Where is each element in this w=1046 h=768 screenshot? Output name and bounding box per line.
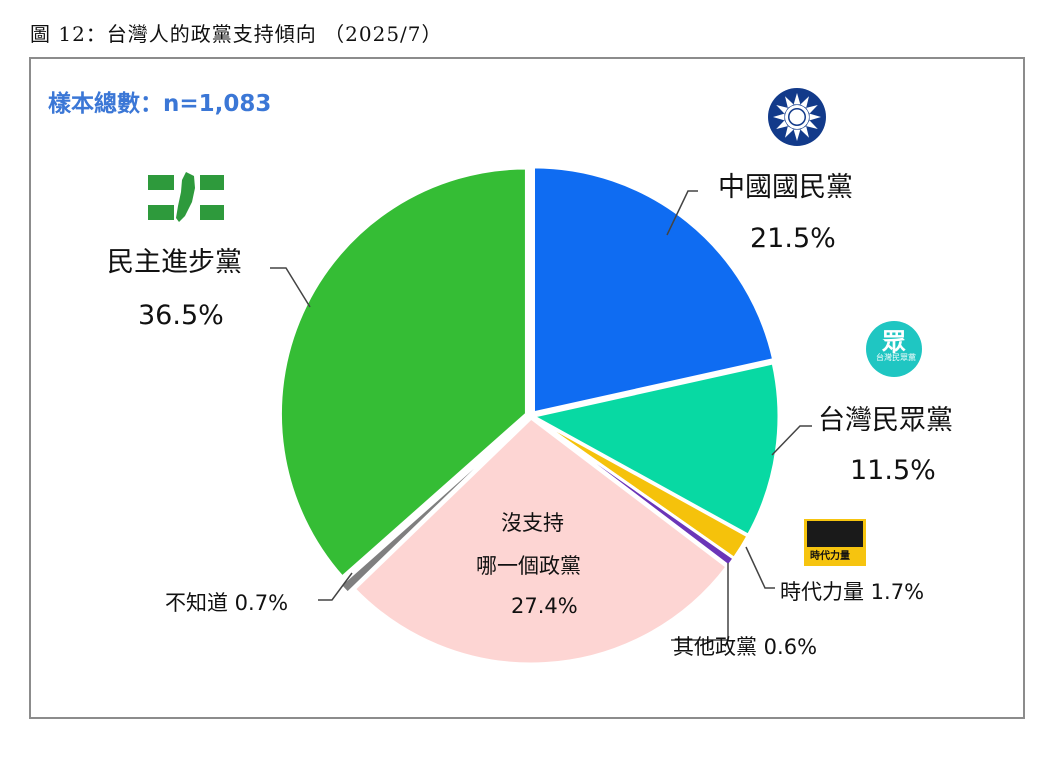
label-none-pct: 27.4% [511, 594, 578, 618]
leader-other [671, 563, 729, 641]
kmt-sun-ray [773, 113, 785, 121]
label-tpp-pct: 11.5% [850, 455, 936, 486]
leader-npp [745, 546, 775, 589]
pie-slices [278, 165, 781, 666]
kmt-sun-ray [806, 120, 818, 129]
kmt-sun-ray [809, 113, 821, 121]
leader-kmt [666, 190, 698, 236]
leader-tpp [771, 425, 812, 456]
leader-unknown [318, 572, 353, 601]
npp-logo-text: 時代力量 [810, 551, 850, 562]
label-none-line1: 沒支持 [501, 511, 564, 535]
label-unknown: 不知道 0.7% [165, 591, 289, 615]
leader-lines [270, 190, 812, 641]
pie-slice [278, 166, 528, 580]
pie-slice [352, 416, 730, 666]
kmt-sun-ray [776, 105, 788, 114]
label-other: 其他政黨 0.6% [673, 635, 818, 659]
label-dpp-name: 民主進步黨 [107, 247, 242, 278]
pie-slice [338, 420, 526, 596]
kmt-sun-emblem [768, 88, 826, 146]
kmt-sun-ray [776, 120, 788, 129]
kmt-sun-ray [785, 96, 794, 108]
kmt-sun-ray [800, 96, 809, 108]
pie-slice [532, 165, 776, 415]
leader-dpp [270, 267, 311, 308]
kmt-sun-ray [785, 126, 794, 138]
kmt-sun-ray [793, 129, 801, 141]
label-kmt-pct: 21.5% [750, 223, 836, 254]
kmt-sun-ray [800, 126, 809, 138]
kmt-sun-ray [793, 93, 801, 105]
tpp-logo-subtext: 台灣民眾黨 [876, 353, 916, 362]
label-npp: 時代力量 1.7% [780, 580, 925, 604]
sample-size-note: 樣本總數：n=1,083 [48, 91, 272, 117]
dpp-taiwan-emblem [148, 172, 224, 222]
tpp-logo-text: 眾 [882, 328, 906, 356]
label-tpp-name: 台灣民眾黨 [818, 405, 953, 436]
tpp-logo [866, 321, 922, 377]
npp-logo [804, 519, 866, 566]
figure-title: 圖 12：台灣人的政黨支持傾向 （2025/7） [30, 22, 443, 46]
label-kmt-name: 中國國民黨 [718, 172, 853, 203]
label-none-line2: 哪一個政黨 [476, 554, 581, 578]
kmt-sun-ray [806, 105, 818, 114]
label-dpp-pct: 36.5% [138, 300, 224, 331]
